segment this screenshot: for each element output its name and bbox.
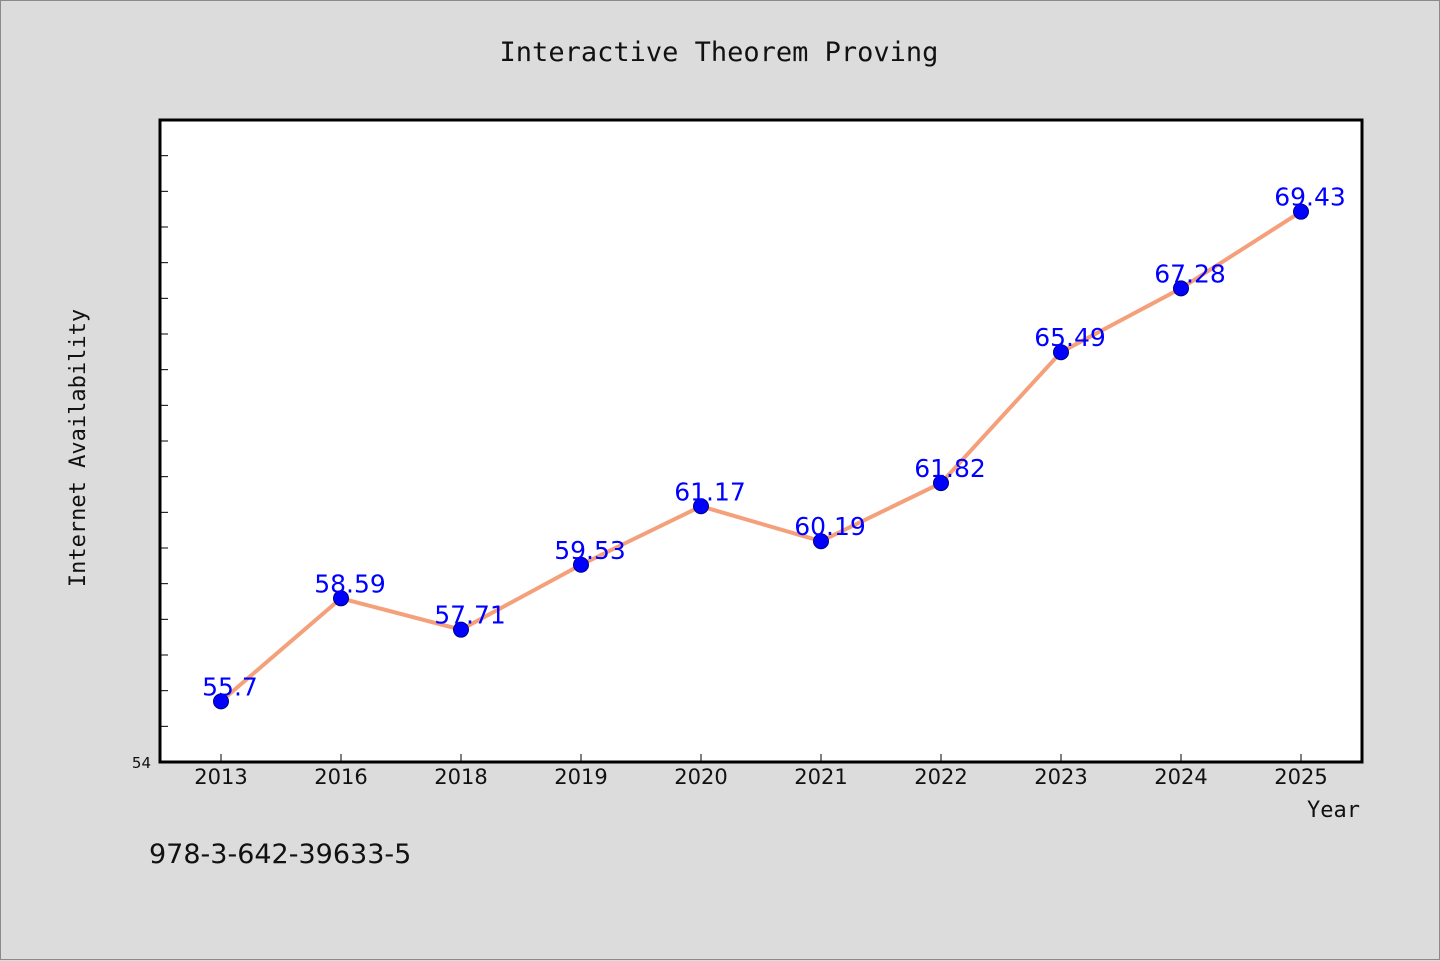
data-point [333,590,349,607]
x-tick-label: 2021 [794,765,847,789]
data-label: 55.7 [202,672,258,701]
data-point [693,498,709,515]
x-tick-label: 2018 [434,765,487,789]
x-tick-label: 2019 [554,765,607,789]
x-axis-tick-labels: 2013 2016 2018 2019 2020 2021 2022 2023 2024 2025 [194,765,1327,789]
data-labels: 55.7 58.59 57.71 59.53 61.17 60.19 61.82 65.49 6… [202,183,1346,702]
data-label: 61.82 [914,454,986,483]
x-tick-label: 2025 [1274,765,1327,789]
chart-title: Interactive Theorem Proving [500,37,939,68]
series-line [219,209,1303,703]
x-tick-label: 2023 [1034,765,1087,789]
data-label: 67.28 [1154,259,1226,288]
y-axis-title: Internet Availability [66,309,91,587]
x-tick-label: 2013 [194,765,247,789]
x-tick-label: 2024 [1154,765,1207,789]
data-point [453,621,469,638]
data-markers [213,203,1309,710]
data-label: 59.53 [554,536,626,565]
data-label: 69.43 [1274,183,1346,212]
data-label: 61.17 [674,477,746,506]
x-tick-label: 2022 [914,765,967,789]
data-label: 58.59 [314,569,386,598]
x-tick-label: 2020 [674,765,727,789]
isbn-annotation: 978-3-642-39633-5 [149,839,411,870]
y-axis-ticks [160,155,168,727]
data-point [1173,280,1189,297]
x-tick-label: 2016 [314,765,367,789]
data-point [813,533,829,550]
plot-area [158,118,1364,764]
y-axis-min-label: 54 [132,754,151,772]
data-point [1053,344,1069,361]
x-axis-title: Year [1307,798,1360,823]
data-label: 60.19 [794,512,866,541]
x-axis-ticks [220,754,1302,762]
data-point [573,556,589,573]
data-point [933,475,949,492]
data-label: 57.71 [434,601,506,630]
data-point [1293,203,1309,220]
data-point [213,693,229,710]
data-label: 65.49 [1034,323,1106,352]
